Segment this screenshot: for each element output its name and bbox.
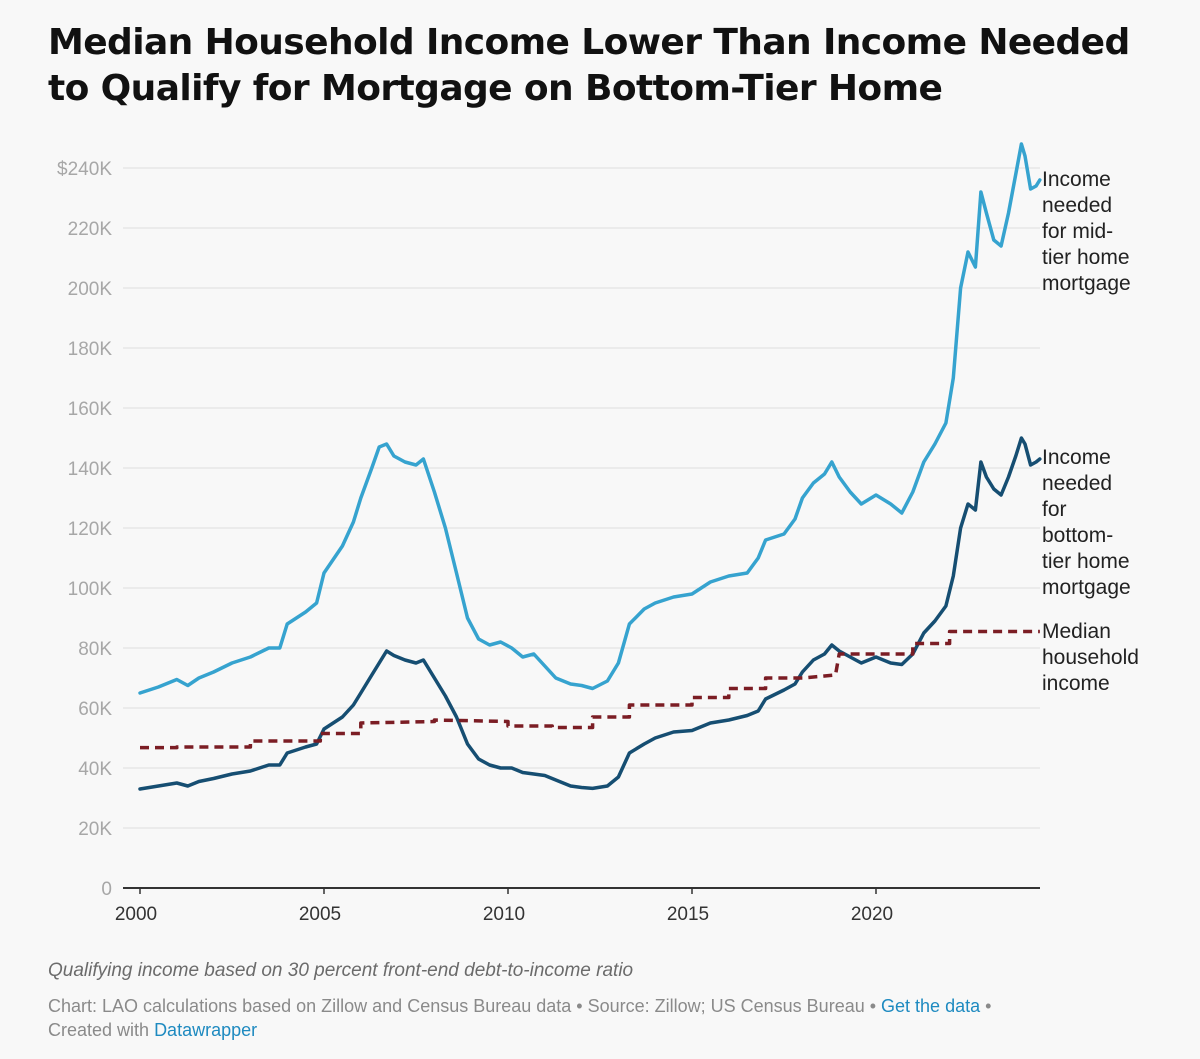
series-label-line: mortgage bbox=[1042, 272, 1131, 295]
line-chart: 0 20K 40K 60K 80K 100K 120K 140K 160K 180K 200K 220… bbox=[57, 142, 1139, 925]
x-tick-label: 2020 bbox=[851, 904, 893, 925]
series-label-line: for bbox=[1042, 498, 1067, 521]
series-label-line: mortgage bbox=[1042, 576, 1131, 599]
series-label-line: tier home bbox=[1042, 246, 1130, 269]
series-label-line: household bbox=[1042, 646, 1139, 669]
chart-footer: Qualifying income based on 30 percent fr… bbox=[48, 960, 1168, 1042]
datawrapper-link[interactable]: Datawrapper bbox=[154, 1020, 258, 1040]
x-axis-ticks: 2000 2005 2010 2015 2020 bbox=[115, 888, 893, 925]
y-tick-label: 180K bbox=[68, 339, 113, 360]
y-tick-label: 120K bbox=[68, 519, 113, 540]
series-label-line: Income bbox=[1042, 168, 1111, 191]
x-tick-label: 2010 bbox=[483, 904, 525, 925]
created-with-text: Created with bbox=[48, 1020, 155, 1040]
series-label-line: bottom- bbox=[1042, 524, 1113, 547]
series-label-line: tier home bbox=[1042, 550, 1130, 573]
x-tick-label: 2015 bbox=[667, 904, 709, 925]
series-label-line: needed bbox=[1042, 472, 1112, 495]
y-tick-label: 220K bbox=[68, 219, 113, 240]
x-tick-label: 2005 bbox=[299, 904, 341, 925]
series-line-1 bbox=[138, 436, 1042, 791]
series-label-line: Median bbox=[1042, 620, 1111, 643]
credit-text: Chart: LAO calculations based on Zillow … bbox=[48, 996, 882, 1016]
y-tick-label: $240K bbox=[57, 159, 112, 180]
chart-note: Qualifying income based on 30 percent fr… bbox=[48, 960, 634, 981]
y-tick-label: 20K bbox=[78, 819, 112, 840]
series-lines bbox=[138, 142, 1042, 791]
series-label-line: for mid- bbox=[1042, 220, 1113, 243]
series-line-2 bbox=[140, 629, 1040, 750]
y-tick-label: 100K bbox=[68, 579, 113, 600]
series-line-0 bbox=[138, 142, 1042, 695]
chart-title: Median Household Income Lower Than Incom… bbox=[48, 22, 1130, 109]
y-tick-label: 0 bbox=[101, 879, 112, 900]
get-the-data-link[interactable]: Get the data bbox=[881, 996, 981, 1016]
y-tick-label: 140K bbox=[68, 459, 113, 480]
y-tick-label: 80K bbox=[78, 639, 112, 660]
y-axis-ticks: 0 20K 40K 60K 80K 100K 120K 140K 160K 180K 200K 220… bbox=[57, 159, 112, 900]
series-labels: Income needed for mid-tier home mortgage Inc… bbox=[1042, 168, 1139, 695]
series-label-line: Income bbox=[1042, 446, 1111, 469]
series-label-line: income bbox=[1042, 672, 1110, 695]
y-tick-label: 60K bbox=[78, 699, 112, 720]
y-tick-label: 200K bbox=[68, 279, 113, 300]
grid-lines bbox=[123, 167, 1040, 889]
series-label-line: needed bbox=[1042, 194, 1112, 217]
credit-bullet: • bbox=[980, 996, 992, 1016]
y-tick-label: 40K bbox=[78, 759, 112, 780]
chart-credit: Chart: LAO calculations based on Zillow … bbox=[48, 994, 1168, 1042]
x-tick-label: 2000 bbox=[115, 904, 157, 925]
y-tick-label: 160K bbox=[68, 399, 113, 420]
